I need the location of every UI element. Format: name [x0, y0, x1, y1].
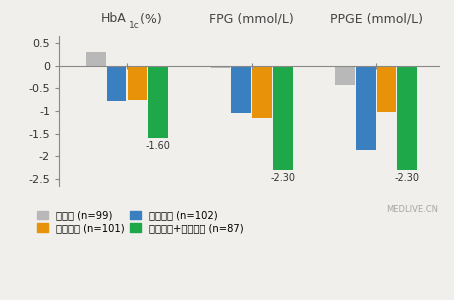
Bar — [252, 65, 272, 118]
Bar — [398, 65, 417, 170]
Text: MEDLIVE.CN: MEDLIVE.CN — [386, 206, 439, 214]
Text: FPG (mmol/L): FPG (mmol/L) — [209, 13, 294, 26]
Bar — [148, 65, 168, 138]
Bar — [211, 65, 230, 68]
Bar — [356, 65, 375, 150]
Bar — [377, 65, 396, 112]
Legend: 安慰剂 (n=99), 二甲双胍 (n=101), 那格列奈 (n=102), 那格列奈+二甲双胍 (n=87): 安慰剂 (n=99), 二甲双胍 (n=101), 那格列奈 (n=102), … — [37, 211, 244, 233]
Text: (%): (%) — [136, 13, 162, 26]
Bar — [232, 65, 251, 113]
Text: PPGE (mmol/L): PPGE (mmol/L) — [330, 13, 423, 26]
Bar — [335, 65, 355, 85]
Text: -2.30: -2.30 — [395, 173, 420, 183]
Bar — [107, 65, 127, 101]
Bar — [273, 65, 293, 170]
Text: 1c: 1c — [129, 21, 140, 30]
Bar — [86, 52, 106, 65]
Text: HbA: HbA — [101, 13, 127, 26]
Bar — [128, 65, 147, 100]
Text: -2.30: -2.30 — [270, 173, 295, 183]
Text: -1.60: -1.60 — [146, 141, 171, 151]
